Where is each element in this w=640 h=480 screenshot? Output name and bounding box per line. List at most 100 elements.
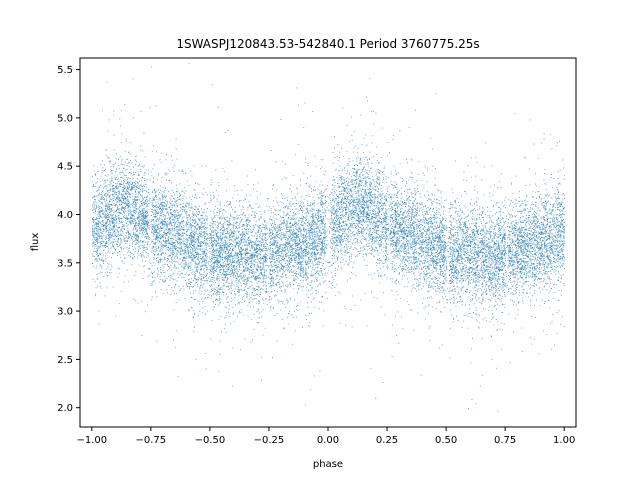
data-point (288, 208, 290, 209)
data-point (293, 277, 295, 279)
data-point (360, 232, 362, 234)
data-point (314, 251, 315, 253)
data-point (456, 282, 458, 284)
data-point (352, 204, 354, 206)
data-point (369, 219, 371, 221)
data-point (144, 226, 145, 228)
data-point (549, 290, 551, 292)
data-point (468, 234, 470, 236)
data-point (442, 240, 444, 242)
data-point (459, 225, 460, 227)
data-point (281, 247, 283, 248)
data-point (101, 267, 103, 269)
data-point (534, 269, 535, 271)
data-point (163, 232, 165, 234)
data-point (158, 228, 160, 229)
data-point (513, 301, 515, 303)
data-point (499, 248, 501, 250)
data-point (419, 244, 421, 245)
data-point (204, 260, 205, 262)
data-point (311, 231, 313, 233)
data-point (394, 181, 396, 183)
data-point (334, 249, 336, 251)
data-point (293, 287, 295, 289)
data-point (131, 173, 132, 175)
data-point (130, 256, 131, 258)
data-point (423, 272, 425, 274)
data-point (244, 258, 246, 260)
data-point (301, 207, 303, 208)
data-point (258, 226, 260, 227)
data-point (557, 247, 559, 249)
data-point (245, 255, 246, 256)
data-point (98, 234, 100, 236)
data-point (439, 284, 441, 285)
data-point (300, 245, 302, 247)
data-point (296, 309, 297, 311)
data-point (170, 258, 172, 260)
data-point (444, 235, 446, 236)
data-point (131, 235, 133, 237)
data-point (206, 278, 208, 280)
data-point (542, 255, 544, 257)
data-point (345, 261, 347, 262)
data-point (153, 230, 154, 232)
data-point (270, 210, 272, 211)
data-point (122, 194, 124, 196)
data-point (174, 214, 176, 216)
data-point (198, 292, 200, 294)
data-point (108, 240, 109, 241)
data-point (255, 290, 256, 291)
data-point (542, 248, 544, 250)
data-point (558, 196, 559, 198)
data-point (464, 267, 466, 269)
data-point (276, 282, 278, 283)
data-point (251, 269, 253, 270)
data-point (109, 236, 111, 238)
data-point (254, 271, 256, 273)
data-point (175, 221, 177, 222)
data-point (497, 217, 499, 218)
data-point (289, 267, 290, 269)
data-point (424, 165, 426, 167)
data-point (282, 220, 284, 222)
data-point (296, 273, 298, 275)
data-point (304, 222, 305, 224)
data-point (248, 263, 250, 265)
data-point (495, 234, 496, 236)
data-point (496, 212, 498, 213)
data-point (462, 249, 464, 251)
data-point (529, 211, 531, 212)
data-point (292, 265, 294, 267)
data-point (256, 267, 258, 269)
data-point (309, 285, 311, 286)
data-point (260, 269, 261, 271)
data-point (128, 166, 130, 168)
data-point (412, 245, 414, 247)
data-point (508, 250, 509, 252)
data-point (131, 217, 133, 219)
data-point (333, 279, 335, 281)
data-point (182, 235, 184, 237)
data-point (229, 244, 231, 246)
data-point (464, 248, 466, 250)
data-point (226, 236, 228, 238)
data-point (247, 252, 249, 253)
data-point (296, 237, 298, 239)
data-point (331, 212, 332, 214)
data-point (457, 234, 459, 236)
data-point (412, 234, 414, 236)
data-point (93, 217, 94, 218)
data-point (435, 202, 437, 204)
data-point (492, 267, 493, 269)
data-point (248, 280, 249, 281)
data-point (404, 203, 406, 205)
data-point (98, 199, 100, 201)
data-point (541, 245, 543, 247)
data-point (217, 243, 218, 244)
data-point (282, 285, 284, 287)
data-point (223, 234, 225, 235)
data-point (158, 211, 160, 213)
data-point (524, 234, 526, 236)
data-point (153, 257, 155, 259)
